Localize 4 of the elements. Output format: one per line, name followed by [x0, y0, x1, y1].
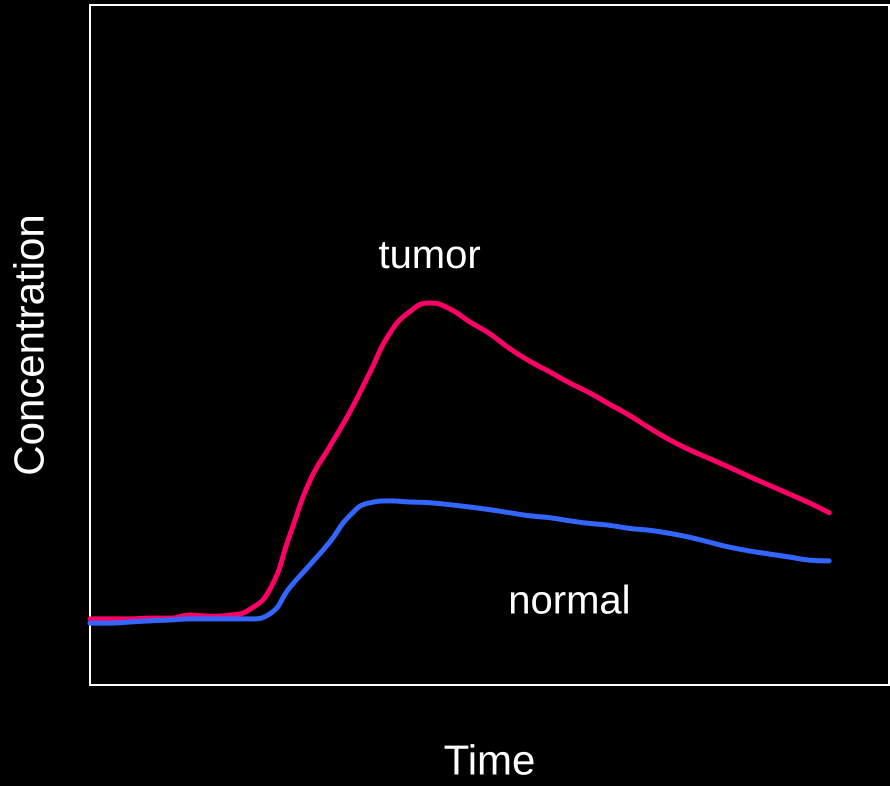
x-axis-title: Time — [444, 736, 536, 784]
series-label: normal — [508, 578, 631, 623]
series-label: tumor — [378, 232, 481, 277]
y-axis-title: Concentration — [6, 214, 52, 476]
